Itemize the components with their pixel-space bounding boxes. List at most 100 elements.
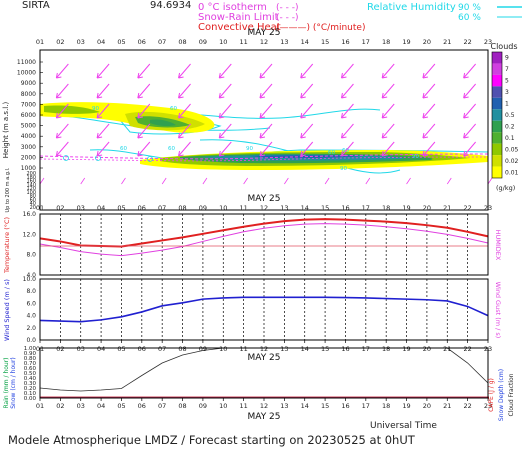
wind-arrow bbox=[341, 141, 354, 157]
cloud-ytick-lower: 40 bbox=[30, 201, 36, 207]
cloud-ytick-upper: 9000 bbox=[21, 80, 36, 87]
cloud-ytick-lower: 20 bbox=[30, 205, 36, 211]
temp-hour-tick-08: 08 bbox=[178, 204, 186, 212]
wind-arrow-head bbox=[422, 150, 429, 157]
wind-arrow-head bbox=[178, 112, 184, 119]
legend-rh60: 60 % bbox=[458, 13, 481, 23]
cloud-ytick-lower: 200 bbox=[26, 171, 36, 177]
wind-arrow-head bbox=[259, 112, 266, 119]
temp-hour-tick-11: 11 bbox=[239, 204, 247, 212]
wind-hour-tick-11: 11 bbox=[239, 345, 247, 353]
wind-arrow bbox=[341, 83, 354, 99]
prec-hour-tick-15: 15 bbox=[321, 402, 329, 410]
temp-hour-tick-09: 09 bbox=[199, 204, 207, 212]
prec-hour-tick-02: 02 bbox=[56, 402, 64, 410]
legend-rh90: 90 % bbox=[458, 3, 481, 13]
wind-arrow bbox=[341, 103, 354, 119]
rh-label: 60 bbox=[120, 146, 127, 152]
prec-hour-tick-11: 11 bbox=[239, 402, 247, 410]
rh-marker bbox=[63, 155, 69, 161]
wind-arrow-head bbox=[137, 150, 143, 157]
wind-arrow-head bbox=[381, 72, 388, 79]
legend-isotherm: 0 °C isotherm bbox=[198, 2, 267, 13]
cloud-ytick-upper: 6000 bbox=[21, 112, 36, 119]
prec-ytick: 1.00 bbox=[24, 346, 37, 352]
temp-hour-tick-19: 19 bbox=[402, 204, 410, 212]
wind-arrow-head bbox=[381, 150, 388, 157]
wind-hour-tick-20: 20 bbox=[423, 345, 431, 353]
wind-arrow bbox=[55, 63, 69, 79]
wind-arrow bbox=[55, 123, 69, 139]
wind-arrow bbox=[381, 83, 395, 99]
wind-arrow-head bbox=[422, 132, 429, 139]
temp-hour-tick-04: 04 bbox=[97, 204, 105, 212]
rh-label: 60 bbox=[168, 146, 175, 152]
cloud-ytick-lower: 140 bbox=[26, 182, 36, 188]
temp-hour-tick-18: 18 bbox=[382, 204, 390, 212]
prec-ytick: 0.90 bbox=[24, 351, 37, 357]
wind-hour-tick-18: 18 bbox=[382, 345, 390, 353]
surface-wind-arrow bbox=[121, 177, 126, 185]
cloud-ytick-upper: 10000 bbox=[17, 70, 36, 77]
wind-arrow-head bbox=[137, 72, 143, 79]
surface-wind-arrow bbox=[324, 177, 330, 185]
temp-ytick: 4.0 bbox=[26, 272, 36, 279]
cloud-top-hour-tick-22: 22 bbox=[463, 38, 471, 46]
wind-arrow bbox=[300, 63, 314, 79]
wind-arrow bbox=[178, 141, 191, 157]
temp-hour-tick-21: 21 bbox=[443, 204, 451, 212]
wind-arrow bbox=[422, 141, 436, 157]
wind-arrow-head bbox=[463, 92, 469, 99]
cloud-ytick-upper: 5000 bbox=[21, 123, 36, 130]
wind-arrow-head bbox=[463, 132, 469, 139]
wind-panel: 10.08.06.04.02.00.001 02 03 04 05 06 07 08 09 10 1… bbox=[3, 276, 502, 353]
cloud-top-hour-tick-16: 16 bbox=[341, 38, 349, 46]
temp-frame bbox=[39, 213, 489, 276]
cloud-top-hour-tick-20: 20 bbox=[423, 38, 431, 46]
wind-arrow bbox=[137, 103, 151, 119]
cloud-blob bbox=[44, 105, 100, 114]
colorbar-tick: 0.02 bbox=[505, 158, 519, 165]
cloud-top-hour-tick-03: 03 bbox=[77, 38, 85, 46]
wind-hour-tick-04: 04 bbox=[97, 345, 105, 353]
wind-arrow-head bbox=[300, 92, 306, 99]
wind-arrow bbox=[178, 123, 191, 139]
wind-hour-tick-19: 19 bbox=[402, 345, 410, 353]
prec-ytick: 0.40 bbox=[24, 376, 37, 382]
wind-arrow bbox=[259, 63, 273, 79]
legend-isotherm-sym: (- - -) bbox=[276, 3, 299, 13]
temp-hour-tick-15: 15 bbox=[321, 204, 329, 212]
cloud-ytick-lower: 60 bbox=[30, 197, 36, 203]
cloud-top-hour-tick-04: 04 bbox=[97, 38, 105, 46]
wind-arrow-head bbox=[178, 72, 184, 79]
legend-snowrain: Snow-Rain Limit bbox=[198, 12, 279, 23]
wind-hour-tick-02: 02 bbox=[56, 345, 64, 353]
temp-hour-tick-06: 06 bbox=[138, 204, 146, 212]
wind-arrow bbox=[137, 141, 151, 157]
wind-hour-tick-15: 15 bbox=[321, 345, 329, 353]
wind-ytick: 8.0 bbox=[26, 288, 36, 295]
temp-hour-tick-10: 10 bbox=[219, 204, 227, 212]
surface-wind-arrow bbox=[284, 177, 289, 185]
wind-arrow-head bbox=[96, 112, 103, 119]
prec-hour-tick-08: 08 bbox=[178, 402, 186, 410]
wind-hour-tick-22: 22 bbox=[463, 345, 471, 353]
isotherm-line bbox=[39, 153, 489, 160]
wind-arrow-head bbox=[463, 72, 469, 79]
wind-arrow-head bbox=[259, 92, 266, 99]
prec-hour-tick-01: 01 bbox=[36, 402, 44, 410]
wind-arrow bbox=[218, 103, 232, 119]
cloud-top-hour-tick-14: 14 bbox=[301, 38, 309, 46]
wind-ytick: 0.0 bbox=[26, 337, 36, 344]
wind-hour-tick-21: 21 bbox=[443, 345, 451, 353]
prec-hour-tick-06: 06 bbox=[138, 402, 146, 410]
cloud-top-hour-tick-06: 06 bbox=[138, 38, 146, 46]
precipitation-panel: MAY 251.000.900.800.700.600.500.400.300.… bbox=[3, 346, 515, 422]
wind-arrow bbox=[55, 141, 69, 157]
wind-arrow bbox=[381, 103, 395, 119]
cloud-top-hour-tick-13: 13 bbox=[280, 38, 288, 46]
temp-hour-tick-05: 05 bbox=[117, 204, 125, 212]
cloud-top-hour-tick-10: 10 bbox=[219, 38, 227, 46]
humidex-label: HUMIDEX bbox=[494, 230, 502, 261]
surface-wind-arrow bbox=[161, 177, 167, 185]
